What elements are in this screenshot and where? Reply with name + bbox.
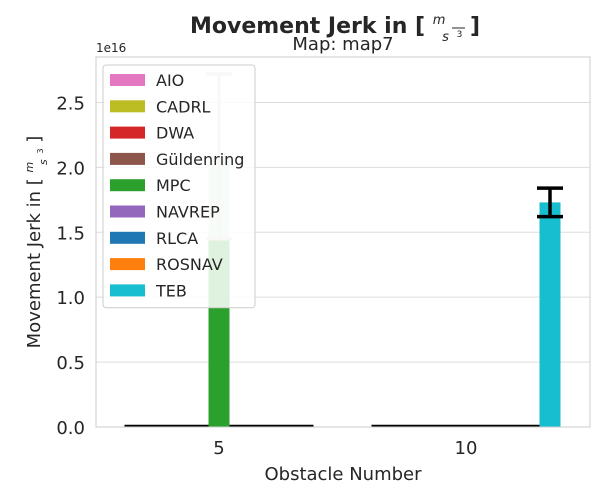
y-unit-num: m xyxy=(23,162,36,173)
legend-swatch xyxy=(110,74,145,86)
y-tick-label: 2.0 xyxy=(56,158,85,179)
chart-title-prefix: Movement Jerk in [ xyxy=(190,14,425,39)
x-tick-label: 10 xyxy=(455,438,478,459)
y-axis-label: Movement Jerk in [ m s 3 ] xyxy=(17,136,52,349)
chart-subtitle: Map: map7 xyxy=(292,34,393,55)
legend-label: DWA xyxy=(156,124,194,143)
title-unit-den: s xyxy=(442,30,449,45)
y-tick-label: 1.5 xyxy=(56,223,85,244)
legend-label: RLCA xyxy=(156,229,198,248)
y-offset-text: 1e16 xyxy=(96,41,126,55)
y-tick-label: 2.5 xyxy=(56,93,85,114)
x-tick-label: 5 xyxy=(213,438,224,459)
legend: AIO CADRL DWA Güldenring MPC NAVREP RLCA ROSNAV… xyxy=(102,64,256,309)
legend-swatch xyxy=(110,126,145,139)
legend-swatch xyxy=(110,258,145,271)
bar xyxy=(539,202,561,427)
y-unit-exp: 3 xyxy=(36,148,45,153)
legend-label: ROSNAV xyxy=(156,255,223,274)
legend-swatch xyxy=(110,179,145,192)
legend-box xyxy=(102,64,256,309)
x-axis-label: Obstacle Number xyxy=(264,464,422,485)
legend-label: AIO xyxy=(156,71,184,90)
legend-label: TEB xyxy=(155,281,187,300)
y-tick-label: 0.5 xyxy=(56,353,85,374)
legend-label: CADRL xyxy=(156,97,211,116)
y-axis-label-prefix: Movement Jerk in [ xyxy=(24,178,45,348)
legend-label: NAVREP xyxy=(156,203,220,222)
title-unit-exp: 3 xyxy=(457,30,463,40)
y-tick-label: 0.0 xyxy=(56,418,85,439)
y-tick-labels: 0.0 0.5 1.0 1.5 2.0 2.5 xyxy=(56,93,85,439)
y-unit-den: s xyxy=(37,159,50,165)
legend-swatch xyxy=(110,284,145,297)
legend-label: MPC xyxy=(156,176,191,195)
legend-swatch xyxy=(110,152,145,165)
legend-swatch xyxy=(110,231,145,244)
title-unit-num: m xyxy=(433,13,446,28)
legend-swatch xyxy=(110,205,145,218)
chart-title: Movement Jerk in [ m s 3 ] xyxy=(190,5,480,47)
y-axis-label-suffix: ] xyxy=(24,136,45,143)
y-tick-label: 1.0 xyxy=(56,288,85,309)
legend-swatch xyxy=(110,100,145,113)
legend-label: Güldenring xyxy=(156,150,244,169)
chart-title-suffix: ] xyxy=(470,14,480,39)
x-tick-labels: 5 10 xyxy=(213,438,477,459)
plot-frame xyxy=(95,56,591,428)
